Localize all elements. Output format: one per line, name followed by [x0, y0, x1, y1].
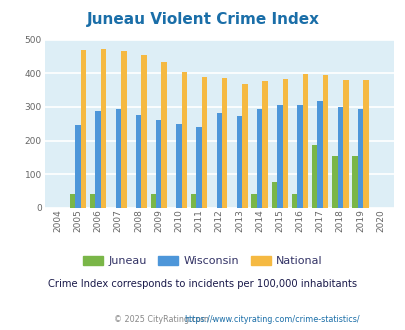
- Bar: [271, 182, 276, 208]
- Text: Crime Index corresponds to incidents per 100,000 inhabitants: Crime Index corresponds to incidents per…: [48, 279, 357, 289]
- Bar: [236, 116, 241, 208]
- Bar: [70, 194, 75, 208]
- Bar: [317, 101, 322, 208]
- Bar: [216, 113, 222, 208]
- Bar: [322, 75, 328, 208]
- Bar: [115, 109, 121, 208]
- Bar: [337, 107, 342, 208]
- Bar: [352, 156, 357, 208]
- Bar: [256, 109, 262, 208]
- Bar: [241, 84, 247, 208]
- Text: © 2025 CityRating.com -: © 2025 CityRating.com -: [113, 315, 216, 324]
- Legend: Juneau, Wisconsin, National: Juneau, Wisconsin, National: [79, 251, 326, 271]
- Bar: [276, 105, 282, 208]
- Bar: [251, 194, 256, 208]
- Bar: [81, 50, 86, 208]
- Bar: [262, 81, 267, 208]
- Bar: [190, 194, 196, 208]
- Bar: [282, 79, 287, 208]
- Bar: [156, 120, 161, 208]
- Text: https://www.cityrating.com/crime-statistics/: https://www.cityrating.com/crime-statist…: [184, 315, 360, 324]
- Bar: [161, 62, 166, 208]
- Bar: [357, 109, 362, 208]
- Bar: [176, 124, 181, 208]
- Bar: [100, 49, 106, 208]
- Bar: [291, 194, 296, 208]
- Bar: [362, 80, 368, 208]
- Bar: [75, 125, 81, 208]
- Bar: [141, 55, 146, 208]
- Bar: [302, 74, 307, 208]
- Bar: [331, 156, 337, 208]
- Bar: [181, 72, 187, 208]
- Bar: [311, 145, 317, 208]
- Bar: [201, 77, 207, 208]
- Bar: [135, 115, 141, 208]
- Bar: [342, 80, 347, 208]
- Bar: [121, 51, 126, 208]
- Bar: [296, 105, 302, 208]
- Bar: [196, 127, 201, 208]
- Text: Juneau Violent Crime Index: Juneau Violent Crime Index: [86, 12, 319, 26]
- Bar: [95, 111, 100, 208]
- Bar: [150, 194, 156, 208]
- Bar: [222, 78, 227, 208]
- Bar: [90, 194, 95, 208]
